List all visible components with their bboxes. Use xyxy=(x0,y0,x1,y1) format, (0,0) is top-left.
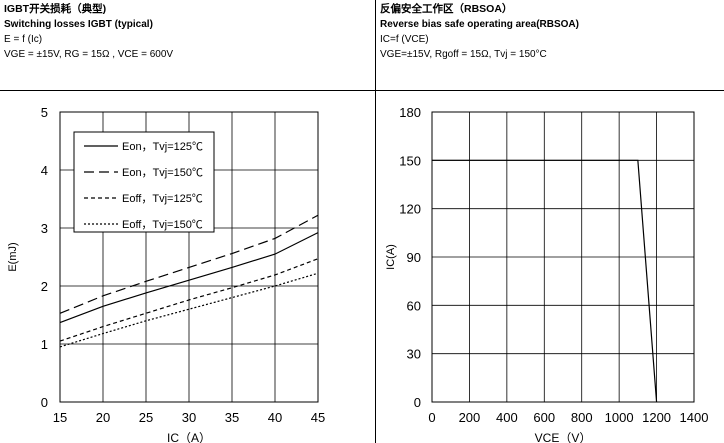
x-tick-label: 20 xyxy=(96,410,110,425)
right-conditions: VGE=±15V, Rgoff = 15Ω, Tvj = 150°C xyxy=(380,49,547,60)
legend-entry: Eoff，Tvj=150℃ xyxy=(122,219,203,231)
x-axis-label: VCE（V） xyxy=(535,431,592,443)
x-tick-label: 30 xyxy=(182,410,196,425)
x-tick-label: 40 xyxy=(268,410,282,425)
panel-divider xyxy=(375,0,376,443)
right-formula: IC=f (VCE) xyxy=(380,34,429,45)
rbsoa-panel: 反偏安全工作区（RBSOA） Reverse bias safe operati… xyxy=(376,0,724,443)
x-tick-label: 600 xyxy=(533,410,555,425)
right-header: 反偏安全工作区（RBSOA） Reverse bias safe operati… xyxy=(380,2,724,62)
y-tick-label: 30 xyxy=(407,347,421,362)
right-title: 反偏安全工作区（RBSOA） xyxy=(380,3,513,15)
y-tick-label: 180 xyxy=(399,105,421,120)
switching-losses-panel: IGBT开关损耗（典型) Switching losses IGBT (typi… xyxy=(0,2,375,443)
x-tick-label: 45 xyxy=(311,410,325,425)
left-subtitle: Switching losses IGBT (typical) xyxy=(4,19,153,30)
legend-box xyxy=(73,131,215,233)
series-line-4 xyxy=(59,272,319,348)
x-tick-label: 1400 xyxy=(680,410,709,425)
y-axis-label: IC(A) xyxy=(385,244,397,270)
y-tick-label: 90 xyxy=(407,250,421,265)
legend-entry: Eon，Tvj=125℃ xyxy=(122,141,203,153)
legend-entry: Eon，Tvj=150℃ xyxy=(122,167,203,179)
plot-frame xyxy=(59,111,319,403)
y-tick-label: 0 xyxy=(41,395,48,410)
right-header-rule xyxy=(376,90,724,91)
plot-frame xyxy=(431,111,695,403)
y-tick-label: 4 xyxy=(41,163,48,178)
x-tick-label: 400 xyxy=(496,410,518,425)
left-header-rule xyxy=(0,90,375,91)
right-subtitle: Reverse bias safe operating area(RBSOA) xyxy=(380,19,579,30)
x-tick-label: 0 xyxy=(428,410,435,425)
x-tick-label: 25 xyxy=(139,410,153,425)
left-header: IGBT开关损耗（典型) Switching losses IGBT (typi… xyxy=(4,2,374,62)
y-tick-label: 60 xyxy=(407,298,421,313)
series-line-2 xyxy=(59,214,319,314)
y-tick-label: 2 xyxy=(41,279,48,294)
series-line-1 xyxy=(432,159,658,403)
x-tick-label: 1000 xyxy=(605,410,634,425)
x-tick-label: 1200 xyxy=(642,410,671,425)
left-conditions: VGE = ±15V, RG = 15Ω , VCE = 600V xyxy=(4,49,174,60)
x-tick-label: 15 xyxy=(53,410,67,425)
x-axis-label: IC（A） xyxy=(167,431,211,443)
y-tick-label: 0 xyxy=(414,395,421,410)
y-axis-label: E(mJ) xyxy=(7,242,19,271)
y-tick-label: 150 xyxy=(399,153,421,168)
x-tick-label: 35 xyxy=(225,410,239,425)
series-line-3 xyxy=(59,258,319,342)
switching-losses-chart: 15 20 25 30 35 40 45012345IC（A）E(mJ)Eon，Tvj=12… xyxy=(7,105,325,443)
left-formula: E = f (Ic) xyxy=(4,34,43,45)
legend-entry: Eoff，Tvj=125℃ xyxy=(122,193,203,205)
y-tick-label: 3 xyxy=(41,221,48,236)
y-tick-label: 1 xyxy=(41,337,48,352)
left-title: IGBT开关损耗（典型) xyxy=(4,3,107,15)
y-tick-label: 5 xyxy=(41,105,48,120)
y-tick-label: 120 xyxy=(399,202,421,217)
x-tick-label: 800 xyxy=(571,410,593,425)
series-line-1 xyxy=(59,232,319,324)
rbsoa-chart: 0 200 400 600 800 1000 1200 1400 0 30 60 90 120 150 18… xyxy=(385,105,709,443)
x-tick-label: 200 xyxy=(459,410,481,425)
